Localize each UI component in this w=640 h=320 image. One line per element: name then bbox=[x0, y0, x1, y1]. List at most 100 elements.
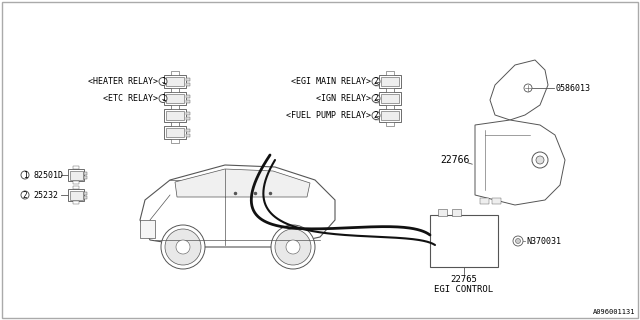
Text: 2: 2 bbox=[22, 190, 28, 199]
Bar bbox=[381, 94, 399, 103]
Circle shape bbox=[536, 156, 544, 164]
Bar bbox=[171, 105, 179, 109]
Circle shape bbox=[532, 152, 548, 168]
Bar bbox=[379, 92, 401, 105]
Bar bbox=[164, 75, 186, 88]
Bar bbox=[166, 94, 184, 103]
Text: 22766: 22766 bbox=[440, 155, 469, 165]
Text: 2: 2 bbox=[374, 77, 378, 86]
Bar bbox=[375, 78, 379, 81]
Polygon shape bbox=[140, 165, 335, 247]
Bar bbox=[386, 71, 394, 75]
Bar bbox=[171, 88, 179, 92]
Bar bbox=[379, 75, 401, 88]
Bar bbox=[171, 105, 179, 109]
Bar bbox=[186, 95, 190, 98]
Bar bbox=[375, 95, 379, 98]
Text: <EGI MAIN RELAY>: <EGI MAIN RELAY> bbox=[291, 77, 371, 86]
Circle shape bbox=[372, 77, 380, 85]
Bar bbox=[73, 166, 79, 169]
Bar bbox=[166, 111, 184, 120]
Text: 25232: 25232 bbox=[33, 190, 58, 199]
Polygon shape bbox=[175, 169, 310, 197]
Bar bbox=[186, 84, 190, 86]
Text: EGI CONTROL: EGI CONTROL bbox=[435, 285, 493, 294]
Text: <HEATER RELAY>: <HEATER RELAY> bbox=[88, 77, 158, 86]
Bar bbox=[171, 71, 179, 75]
Bar bbox=[375, 100, 379, 103]
Text: 1: 1 bbox=[161, 77, 165, 86]
Bar bbox=[171, 122, 179, 126]
Bar bbox=[140, 220, 155, 238]
Bar bbox=[164, 126, 186, 139]
Bar bbox=[70, 171, 83, 180]
Bar bbox=[186, 78, 190, 81]
Bar bbox=[68, 189, 84, 201]
Bar bbox=[186, 129, 190, 132]
Circle shape bbox=[176, 240, 190, 254]
Circle shape bbox=[159, 77, 167, 85]
Bar bbox=[171, 88, 179, 92]
Text: 0586013: 0586013 bbox=[555, 84, 590, 92]
Text: 1: 1 bbox=[22, 171, 28, 180]
Bar bbox=[73, 181, 79, 184]
Circle shape bbox=[21, 171, 29, 179]
Circle shape bbox=[286, 240, 300, 254]
Bar bbox=[166, 128, 184, 137]
Text: <IGN RELAY>: <IGN RELAY> bbox=[316, 94, 371, 103]
Text: N370031: N370031 bbox=[526, 236, 561, 245]
Bar bbox=[186, 134, 190, 138]
Circle shape bbox=[159, 94, 167, 102]
Polygon shape bbox=[490, 60, 548, 120]
Bar bbox=[452, 209, 461, 216]
Bar bbox=[84, 192, 87, 195]
Bar bbox=[171, 122, 179, 126]
Bar bbox=[84, 172, 87, 175]
Bar bbox=[73, 201, 79, 204]
Bar bbox=[186, 117, 190, 120]
Circle shape bbox=[524, 84, 532, 92]
Bar bbox=[386, 105, 394, 109]
Bar bbox=[68, 169, 84, 181]
Bar bbox=[375, 112, 379, 115]
Text: A096001131: A096001131 bbox=[593, 309, 635, 315]
Bar bbox=[386, 122, 394, 126]
Bar bbox=[84, 196, 87, 199]
Text: 2: 2 bbox=[374, 111, 378, 120]
Circle shape bbox=[372, 111, 380, 119]
Circle shape bbox=[271, 225, 315, 269]
Circle shape bbox=[372, 94, 380, 102]
Bar bbox=[438, 209, 447, 216]
Bar bbox=[386, 105, 394, 109]
Bar bbox=[375, 84, 379, 86]
Text: <FUEL PUMP RELAY>: <FUEL PUMP RELAY> bbox=[286, 111, 371, 120]
Bar bbox=[171, 139, 179, 143]
Bar bbox=[164, 109, 186, 122]
Bar bbox=[492, 198, 501, 204]
Text: 22765: 22765 bbox=[451, 275, 477, 284]
Bar bbox=[386, 88, 394, 92]
Bar bbox=[70, 190, 83, 199]
Text: <ETC RELAY>: <ETC RELAY> bbox=[103, 94, 158, 103]
Bar bbox=[375, 117, 379, 120]
Bar bbox=[166, 77, 184, 86]
Bar bbox=[84, 176, 87, 179]
Circle shape bbox=[515, 238, 520, 244]
Circle shape bbox=[21, 191, 29, 199]
Polygon shape bbox=[475, 120, 565, 205]
Bar bbox=[186, 100, 190, 103]
Circle shape bbox=[161, 225, 205, 269]
Bar bbox=[379, 109, 401, 122]
Bar bbox=[381, 111, 399, 120]
Circle shape bbox=[275, 229, 311, 265]
Circle shape bbox=[165, 229, 201, 265]
Circle shape bbox=[513, 236, 523, 246]
Bar bbox=[386, 88, 394, 92]
Bar bbox=[480, 198, 489, 204]
Bar bbox=[73, 186, 79, 189]
Text: 2: 2 bbox=[374, 94, 378, 103]
Bar bbox=[430, 215, 498, 267]
Bar bbox=[164, 92, 186, 105]
Text: 1: 1 bbox=[161, 94, 165, 103]
Bar bbox=[186, 112, 190, 115]
